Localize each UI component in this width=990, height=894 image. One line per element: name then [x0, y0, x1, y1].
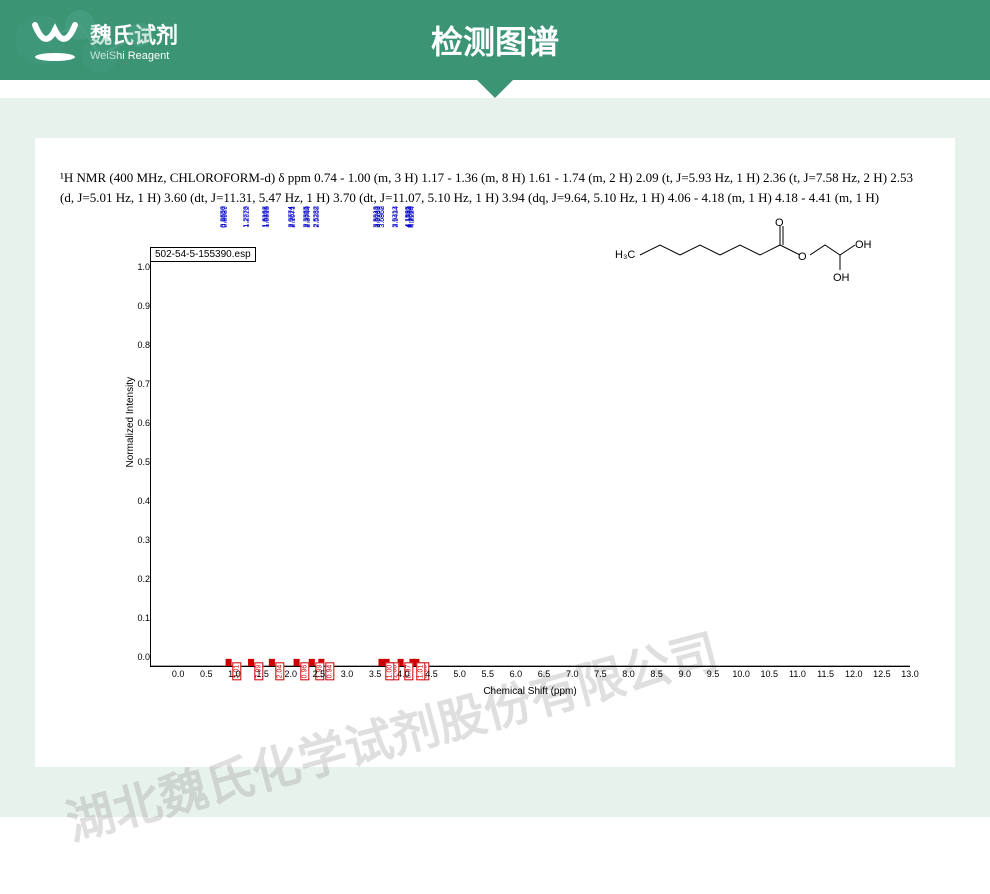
header-bar: 魏氏试剂 WeiShi Reagent 检测图谱 — [0, 0, 990, 80]
logo-icon — [30, 15, 80, 65]
peak-label: 2.3365 — [303, 206, 310, 227]
x-tick: 0.5 — [200, 669, 213, 679]
peak-label: 3.9313 — [392, 206, 399, 227]
x-tick: 5.5 — [482, 669, 495, 679]
x-axis: 13.012.512.011.511.010.510.09.59.08.58.0… — [150, 667, 910, 697]
y-tick: 0.6 — [120, 418, 150, 428]
x-tick: 6.0 — [510, 669, 523, 679]
x-tick: 8.0 — [622, 669, 635, 679]
y-tick: 0.4 — [120, 496, 150, 506]
svg-text:O: O — [775, 218, 784, 229]
x-tick: 1.0 — [228, 669, 241, 679]
x-tick: 2.0 — [284, 669, 297, 679]
x-tick: 12.5 — [873, 669, 891, 679]
x-tick: 9.5 — [707, 669, 720, 679]
x-tick: 2.5 — [313, 669, 326, 679]
x-tick: 4.0 — [397, 669, 410, 679]
header-arrow — [477, 80, 513, 98]
x-tick: 11.0 — [789, 669, 806, 679]
x-tick: 7.5 — [594, 669, 607, 679]
x-tick: 9.0 — [679, 669, 692, 679]
x-tick: 6.5 — [538, 669, 551, 679]
peak-label: 1.6162 — [262, 206, 269, 227]
y-tick: 1.0 — [120, 262, 150, 272]
y-tick: 0.8 — [120, 340, 150, 350]
x-tick: 0.0 — [172, 669, 185, 679]
y-tick: 0.2 — [120, 574, 150, 584]
peak-labels: 4.22244.20504.19344.17384.15954.15353.94… — [150, 242, 910, 257]
y-tick: 0.3 — [120, 535, 150, 545]
x-tick: 7.0 — [566, 669, 579, 679]
x-tick: 10.0 — [732, 669, 750, 679]
x-tick: 5.0 — [453, 669, 466, 679]
x-tick: 10.5 — [760, 669, 778, 679]
peak-label: 3.6043 — [374, 206, 381, 227]
peak-label: 4.1535 — [405, 206, 412, 227]
spectrum-svg — [151, 257, 910, 666]
content-area: ¹H NMR (400 MHz, CHLOROFORM-d) δ ppm 0.7… — [0, 98, 990, 817]
y-tick: 0.5 — [120, 457, 150, 467]
nmr-chart: 502-54-5-155390.esp Normalized Intensity… — [60, 247, 930, 737]
y-tick: 0.9 — [120, 301, 150, 311]
peak-label: 2.0774 — [288, 206, 295, 227]
x-tick: 12.0 — [845, 669, 863, 679]
page-title: 检测图谱 — [431, 17, 559, 63]
y-tick: 0.1 — [120, 613, 150, 623]
x-tick: 1.5 — [256, 669, 269, 679]
plot-area — [150, 257, 910, 667]
x-tick: 3.0 — [341, 669, 354, 679]
x-tick: 4.5 — [425, 669, 438, 679]
nmr-description: ¹H NMR (400 MHz, CHLOROFORM-d) δ ppm 0.7… — [60, 168, 930, 207]
x-tick: 13.0 — [901, 669, 919, 679]
peak-label: 1.2778 — [243, 206, 250, 227]
y-tick: 0.7 — [120, 379, 150, 389]
peak-label: 0.8650 — [220, 206, 227, 227]
x-axis-label: Chemical Shift (ppm) — [483, 686, 576, 697]
chart-container: ¹H NMR (400 MHz, CHLOROFORM-d) δ ppm 0.7… — [35, 138, 955, 767]
x-tick: 11.5 — [817, 669, 834, 679]
x-tick: 8.5 — [650, 669, 663, 679]
y-tick: 0.0 — [120, 652, 150, 662]
x-tick: 3.5 — [369, 669, 382, 679]
y-axis: Normalized Intensity 0.00.10.20.30.40.50… — [110, 257, 150, 667]
peak-label: 2.5232 — [313, 206, 320, 227]
